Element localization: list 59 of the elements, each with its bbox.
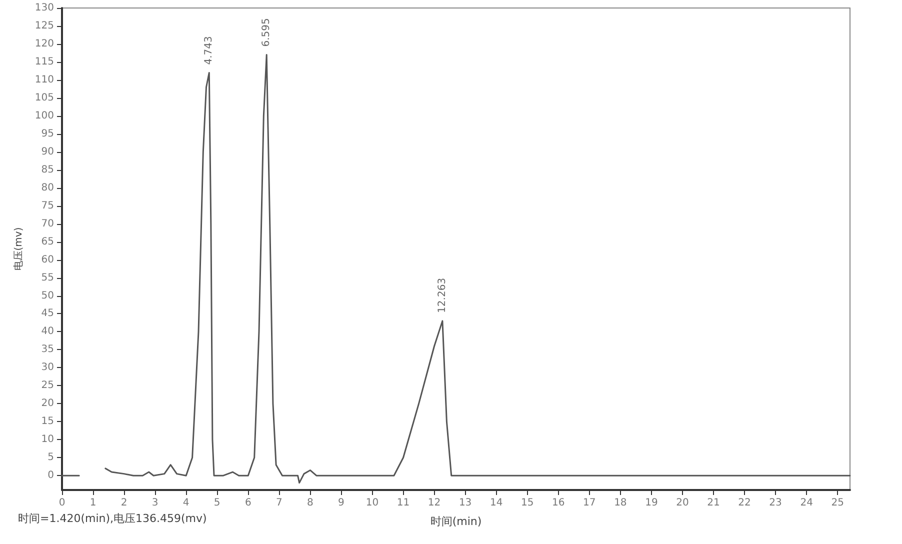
x-tick-label: 11 (396, 498, 410, 508)
y-tick-label: 115 (34, 56, 54, 68)
x-tick-label: 8 (307, 498, 314, 508)
y-tick-label: 95 (41, 128, 54, 140)
y-axis-title: 电压(mv) (12, 227, 25, 271)
y-tick-label: 20 (41, 398, 54, 410)
x-tick-label: 3 (152, 498, 158, 508)
x-tick-label: 19 (645, 498, 658, 508)
x-tick-label: 13 (458, 498, 472, 508)
y-tick-label: 25 (41, 380, 54, 392)
x-tick-label: 15 (520, 498, 534, 508)
x-tick-label: 20 (676, 498, 689, 508)
y-tick-label: 80 (41, 182, 54, 194)
y-tick-label: 105 (34, 92, 54, 104)
x-tick-label: 0 (58, 498, 66, 508)
y-tick-label: 125 (34, 20, 54, 32)
y-tick-label: 5 (48, 452, 54, 464)
text: 时间=1.420(min),电压136.459(mv) (18, 512, 207, 525)
x-tick-label: 1 (90, 498, 96, 508)
x-tick-label: 10 (366, 498, 379, 508)
y-tick-label: 50 (41, 290, 54, 302)
y-tick-label: 0 (48, 470, 54, 482)
x-tick-label: 21 (707, 498, 720, 508)
x-tick-label: 18 (614, 498, 627, 508)
y-tick-label: 30 (41, 362, 54, 374)
y-tick-label: 70 (41, 218, 54, 230)
y-tick-label: 45 (41, 308, 54, 320)
x-tick-label: 17 (583, 498, 596, 508)
x-tick-label: 12 (428, 498, 441, 508)
y-tick-label: 90 (41, 146, 54, 158)
x-tick-label: 6 (244, 498, 252, 508)
x-tick-label: 22 (738, 498, 751, 508)
y-tick-label: 75 (41, 200, 54, 212)
x-tick-label: 16 (552, 498, 565, 508)
x-tick-label: 4 (182, 498, 190, 508)
x-tick-label: 24 (800, 498, 813, 508)
y-tick-label: 60 (41, 254, 54, 266)
x-axis-title: 时间(min) (430, 515, 482, 528)
y-tick-label: 100 (34, 110, 54, 122)
x-tick-label: 25 (831, 498, 844, 508)
y-tick-label: 10 (41, 434, 54, 446)
x-tick-label: 2 (120, 498, 128, 508)
y-tick-label: 110 (34, 74, 54, 86)
annotation: 6.595 (261, 18, 272, 47)
x-tick-label: 7 (276, 498, 282, 508)
y-tick-label: 85 (41, 164, 54, 176)
y-tick-label: 15 (41, 416, 54, 428)
y-tick-label: 130 (34, 2, 54, 14)
y-tick-label: 40 (41, 326, 54, 338)
y-tick-label: 120 (34, 38, 54, 50)
annotation: 12.263 (436, 278, 448, 313)
y-tick-label: 55 (41, 272, 54, 284)
x-tick-label: 5 (214, 498, 220, 508)
y-tick-label: 65 (41, 236, 54, 248)
x-tick-label: 23 (769, 498, 782, 508)
x-tick-label: 14 (490, 498, 503, 508)
y-tick-label: 35 (41, 344, 54, 356)
annotation: 4.743 (204, 36, 215, 65)
x-tick-label: 9 (338, 498, 344, 508)
